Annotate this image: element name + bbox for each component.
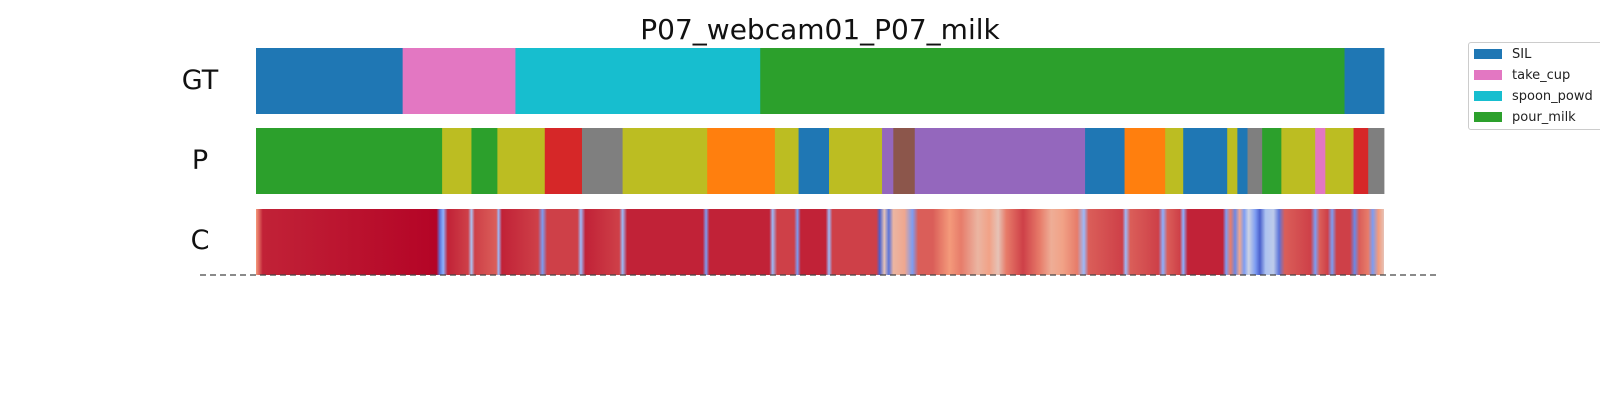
- row-label-gt: GT: [182, 65, 219, 96]
- confidence-row: [256, 209, 1384, 275]
- pred-segment: [893, 128, 916, 194]
- legend-item-take-cup: take_cup: [1474, 66, 1570, 84]
- pred-segment: [1281, 128, 1316, 194]
- prediction-row: [256, 128, 1385, 194]
- legend-item-sil: SIL: [1474, 45, 1531, 63]
- legend-item-pour-milk: pour_milk: [1474, 108, 1576, 126]
- pred-segment: [1085, 128, 1125, 194]
- pred-segment: [1165, 128, 1184, 194]
- legend-label: take_cup: [1512, 67, 1571, 83]
- pred-segment: [774, 128, 799, 194]
- legend-swatch: [1474, 91, 1502, 101]
- gt-segment: [1344, 48, 1385, 114]
- pred-segment: [1368, 128, 1385, 194]
- pred-segment: [622, 128, 708, 194]
- pred-segment: [544, 128, 583, 194]
- pred-segment: [581, 128, 623, 194]
- legend-label: spoon_powd: [1512, 88, 1593, 104]
- pred-segment: [707, 128, 776, 194]
- legend-label: SIL: [1512, 46, 1532, 62]
- pred-segment: [256, 128, 443, 194]
- pred-segment: [497, 128, 546, 194]
- legend-swatch: [1474, 70, 1502, 80]
- legend-item-spoon-powder: spoon_powd: [1474, 87, 1593, 105]
- pred-segment: [798, 128, 830, 194]
- legend-swatch: [1474, 112, 1502, 122]
- pred-segment: [882, 128, 894, 194]
- pred-segment: [1262, 128, 1282, 194]
- legend-label: pour_milk: [1512, 109, 1576, 125]
- gt-segment: [515, 48, 761, 114]
- pred-segment: [1315, 128, 1326, 194]
- pred-segment: [1227, 128, 1238, 194]
- gt-segment: [760, 48, 1345, 114]
- pred-segment: [1247, 128, 1263, 194]
- pred-segment: [1183, 128, 1228, 194]
- pred-segment: [1353, 128, 1369, 194]
- gt-segment: [256, 48, 404, 114]
- row-label-c: C: [191, 225, 210, 256]
- chart-title: P07_webcam01_P07_milk: [640, 13, 1000, 46]
- pred-segment: [1325, 128, 1354, 194]
- pred-segment: [1237, 128, 1248, 194]
- gt-segment: [402, 48, 516, 114]
- legend-swatch: [1474, 49, 1502, 59]
- row-label-p: P: [192, 145, 208, 176]
- pred-segment: [471, 128, 498, 194]
- pred-segment: [442, 128, 472, 194]
- pred-segment: [829, 128, 883, 194]
- legend: SIL take_cup spoon_powd pour_milk: [1468, 42, 1600, 130]
- pred-segment: [914, 128, 1086, 194]
- ground-truth-row: [256, 48, 1385, 114]
- pred-segment: [1124, 128, 1166, 194]
